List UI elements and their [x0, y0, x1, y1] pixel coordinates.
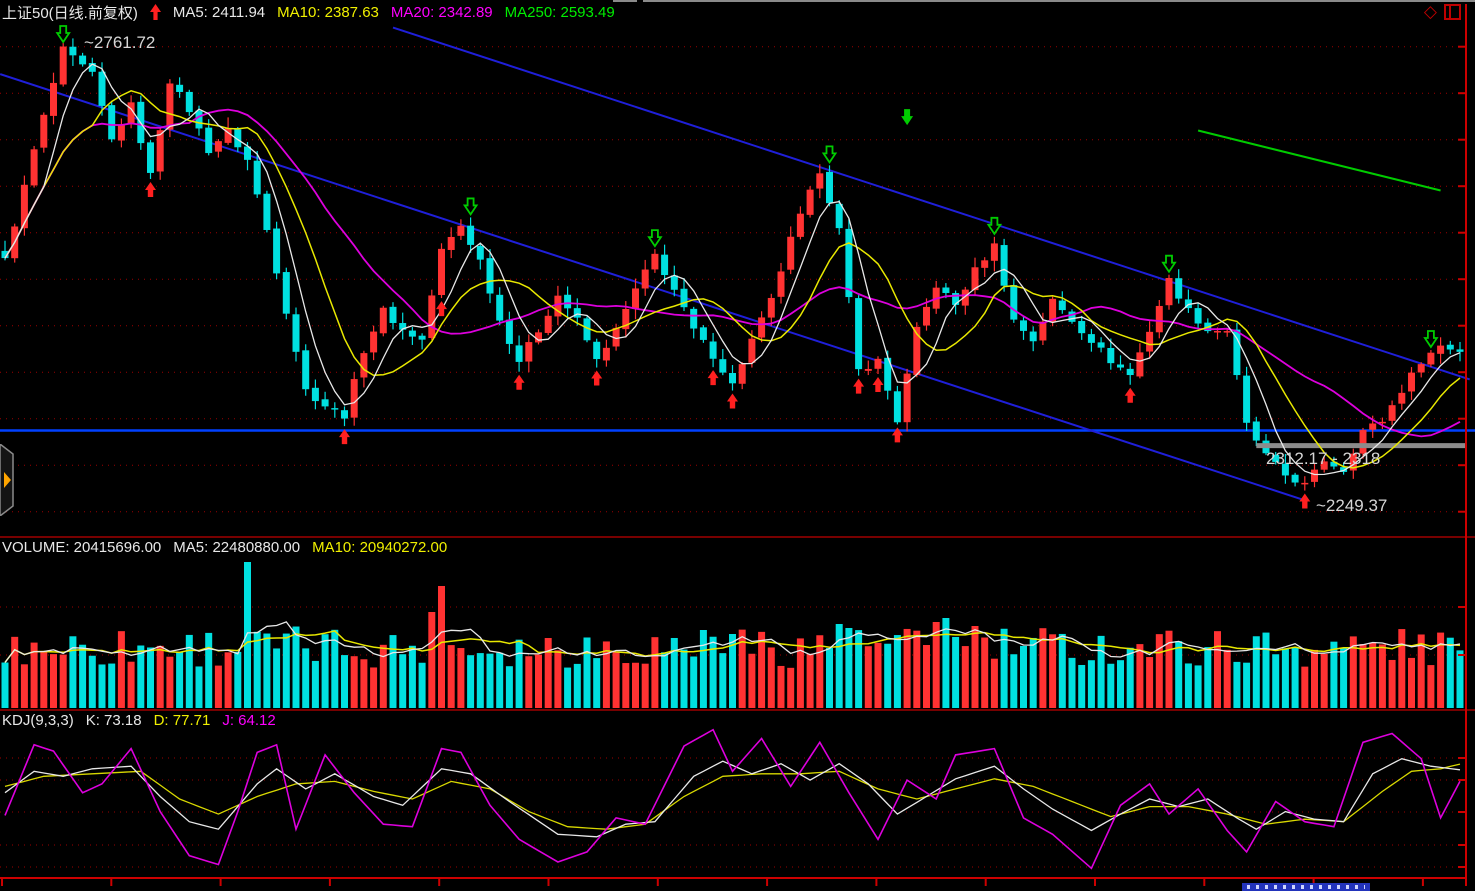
volume-value: VOLUME: 20415696.00 — [2, 539, 162, 556]
volume-ma5-value: MA5: 22480880.00 — [173, 539, 301, 556]
diamond-icon[interactable]: ◇ — [1423, 2, 1437, 21]
kdj-chart-canvas[interactable] — [0, 710, 1475, 878]
expand-arrow-icon — [4, 472, 11, 488]
low-price-label: ~2249.37 — [1316, 496, 1388, 515]
volume-header: VOLUME: 20415696.00 MA5: 22480880.00 MA1… — [2, 539, 447, 556]
kdj-d-value: D: 77.71 — [153, 712, 211, 729]
header-icons: ◇ — [1424, 3, 1461, 20]
ma10-value: MA10: 2387.63 — [277, 3, 379, 21]
kdj-header: KDJ(9,3,3) K: 73.18 D: 77.71 J: 64.12 — [2, 712, 276, 729]
ma5-value: MA5: 2411.94 — [172, 3, 266, 21]
volume-ma10-value: MA10: 20940272.00 — [312, 539, 448, 556]
range-price-label: 2312.17 - 2318 — [1266, 449, 1381, 468]
split-line — [1449, 5, 1451, 18]
symbol-title: 上证50(日线.前复权) — [2, 4, 138, 22]
ma20-value: MA20: 2342.89 — [390, 3, 493, 21]
split-window-icon[interactable] — [1444, 3, 1461, 20]
up-arrow-icon — [149, 4, 161, 20]
date-text-clipped — [1247, 885, 1365, 889]
chart-header: 上证50(日线.前复权) MA5: 2411.94 MA10: 2387.63 … — [2, 0, 615, 24]
kdj-name: KDJ(9,3,3) — [2, 712, 74, 729]
kdj-j-value: J: 64.12 — [222, 712, 276, 729]
ma250-value: MA250: 2593.49 — [504, 3, 615, 21]
kdj-k-value: K: 73.18 — [85, 712, 142, 729]
volume-chart-canvas[interactable] — [0, 537, 1475, 710]
date-tooltip — [1242, 883, 1370, 891]
main-chart-canvas[interactable] — [0, 24, 1475, 537]
high-price-label: ~2761.72 — [84, 33, 156, 52]
top-border — [613, 0, 1475, 2]
sidebar-expand-handle[interactable] — [0, 444, 14, 516]
